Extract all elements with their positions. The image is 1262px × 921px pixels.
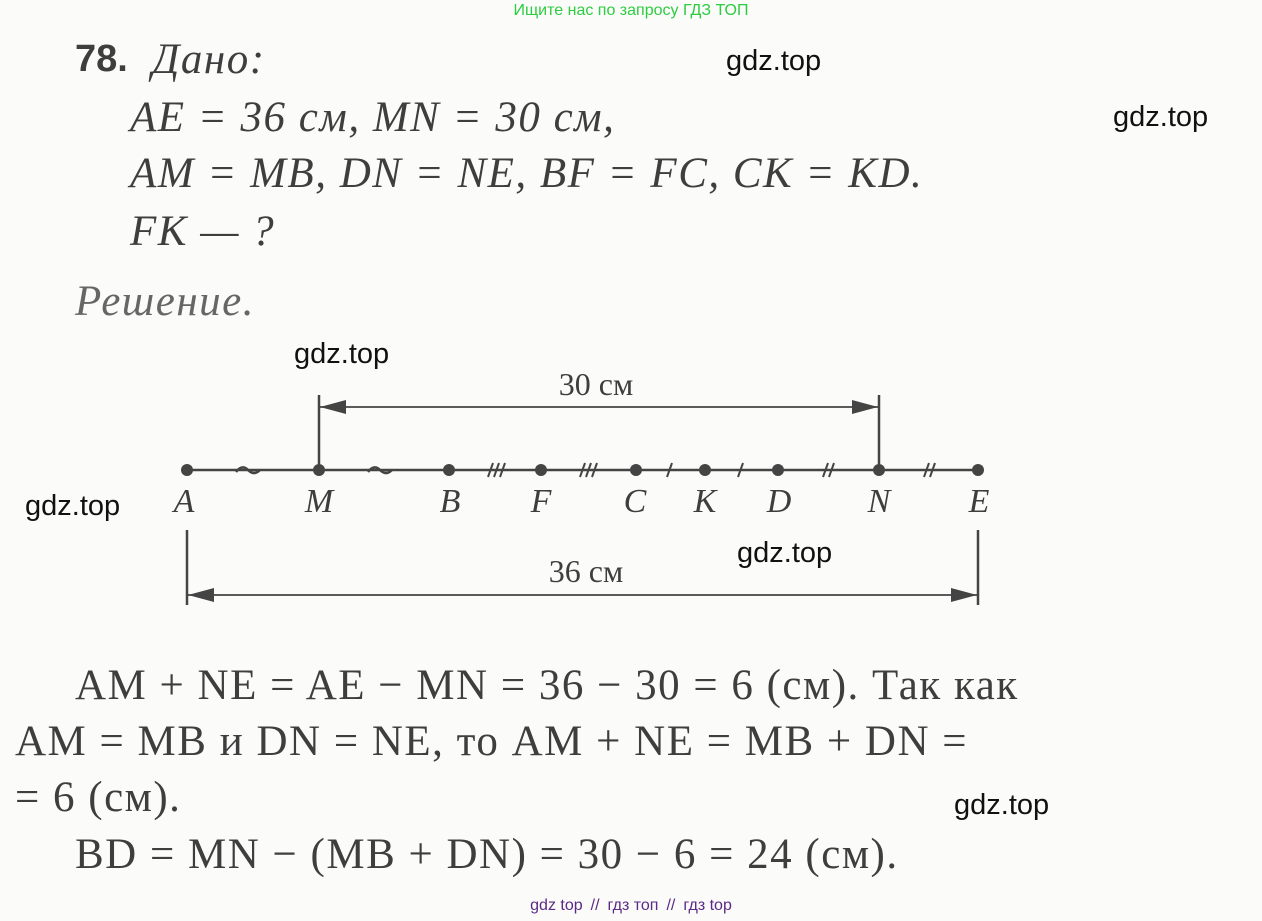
- point-label: E: [968, 483, 990, 520]
- watermark: gdz.top: [737, 537, 833, 569]
- problem-number: 78.: [75, 38, 128, 80]
- point-label: N: [867, 483, 893, 520]
- point-label: F: [530, 483, 553, 520]
- equal-mark: [822, 462, 835, 478]
- search-banner: Ищите нас по запросу ГДЗ ТОП: [513, 2, 749, 19]
- point: [443, 464, 455, 476]
- point-label: C: [624, 483, 647, 520]
- watermark: gdz.top: [726, 45, 822, 77]
- point: [181, 464, 193, 476]
- arrowhead: [320, 400, 346, 414]
- separator: //: [666, 897, 676, 914]
- arrowhead: [951, 588, 977, 602]
- solution-line: AM = MB и DN = NE, то AM + NE = MB + DN …: [15, 718, 968, 765]
- watermark: gdz.top: [294, 338, 390, 370]
- point-label: K: [693, 483, 719, 520]
- equal-mark: [666, 462, 673, 478]
- equal-mark: [579, 462, 598, 478]
- given-line: FK — ?: [130, 208, 276, 255]
- watermark: gdz.top: [954, 789, 1050, 821]
- given-line: AE = 36 см, MN = 30 см,: [130, 94, 616, 141]
- footer-link[interactable]: gdz top: [530, 897, 583, 914]
- equal-mark: [487, 462, 506, 478]
- solution-line: BD = MN − (MB + DN) = 30 − 6 = 24 (см).: [75, 831, 899, 878]
- point-label: M: [304, 483, 335, 520]
- footer-link[interactable]: гдз top: [683, 897, 732, 914]
- point: [535, 464, 547, 476]
- equal-mark: [235, 466, 261, 475]
- solution-label: Решение.: [75, 278, 256, 325]
- watermark: gdz.top: [1113, 101, 1209, 133]
- point: [972, 464, 984, 476]
- point: [313, 464, 325, 476]
- point: [630, 464, 642, 476]
- solution-line: = 6 (см).: [15, 774, 182, 821]
- arrowhead: [188, 588, 214, 602]
- equal-mark: [923, 462, 936, 478]
- separator: //: [590, 897, 600, 914]
- equal-mark: [367, 466, 393, 475]
- solution-line: AM + NE = AE − MN = 36 − 30 = 6 (см). Та…: [75, 662, 1019, 709]
- footer-link[interactable]: гдз топ: [607, 897, 659, 914]
- segment-diagram: A M B F C K D N E 30 см 36 см: [172, 366, 990, 605]
- footer: gdz top // гдз топ // гдз top: [0, 898, 1262, 914]
- point: [772, 464, 784, 476]
- dimension-label: 30 см: [559, 366, 633, 402]
- dimension-label: 36 см: [549, 553, 623, 589]
- given-label: Дано:: [152, 36, 266, 83]
- point: [873, 464, 885, 476]
- point-label: D: [766, 483, 792, 520]
- given-line: AM = MB, DN = NE, BF = FC, CK = KD.: [130, 150, 924, 197]
- point-label: B: [440, 483, 461, 520]
- point: [699, 464, 711, 476]
- watermark: gdz.top: [25, 490, 121, 522]
- arrowhead: [852, 400, 878, 414]
- point-label: A: [172, 483, 195, 520]
- equal-mark: [737, 462, 744, 478]
